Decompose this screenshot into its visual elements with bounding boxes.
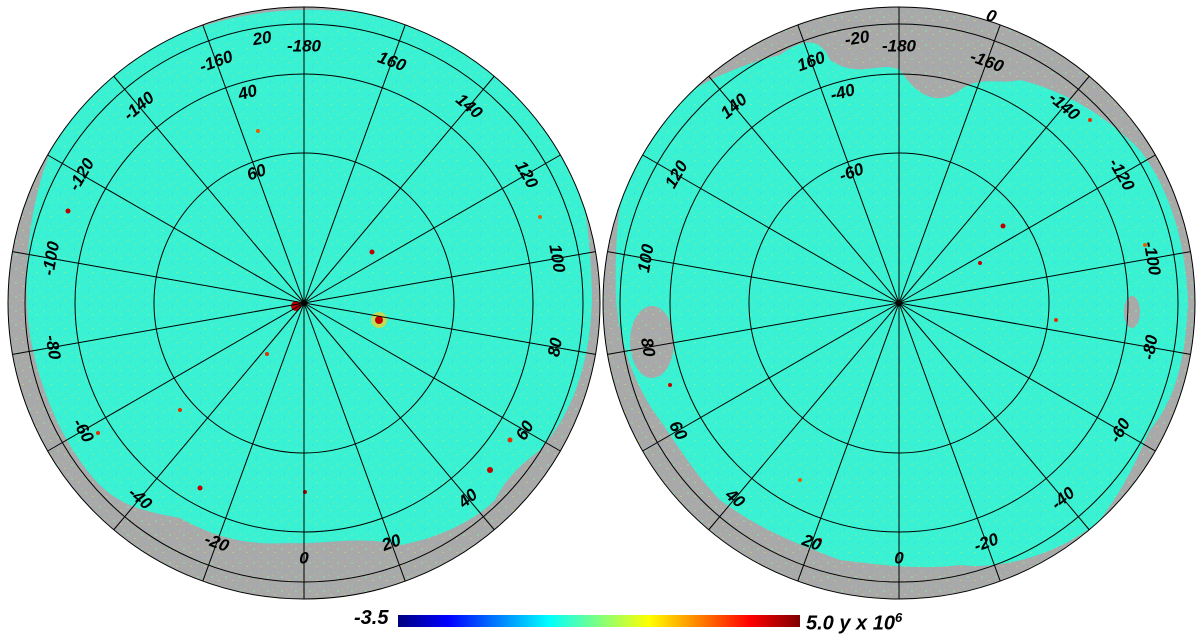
meridian-line bbox=[898, 154, 1156, 304]
meridian-line bbox=[303, 251, 596, 304]
meridian-line bbox=[642, 302, 900, 452]
longitude-label: 80 bbox=[637, 336, 659, 358]
meridian-line bbox=[303, 302, 495, 531]
meridian-line bbox=[303, 302, 561, 452]
colorbar bbox=[398, 615, 800, 627]
meridian-line bbox=[898, 302, 1191, 355]
meridian-line bbox=[898, 302, 1090, 531]
meridian-line bbox=[303, 75, 495, 304]
longitude-label: -80 bbox=[41, 334, 64, 362]
longitude-label: 100 bbox=[545, 243, 569, 275]
longitude-label: -80 bbox=[1139, 333, 1162, 361]
longitude-label: 100 bbox=[634, 242, 658, 274]
meridian-line bbox=[303, 302, 406, 582]
meridian-line bbox=[607, 251, 900, 304]
meridian-line bbox=[12, 251, 305, 304]
colorbar-min-label: -3.5 bbox=[354, 607, 389, 629]
meridian-line bbox=[303, 302, 596, 355]
longitude-label: -180 bbox=[882, 36, 917, 55]
colorbar-max-text: 5.0 y x 10 bbox=[806, 612, 895, 635]
colorbar-max-exponent: 6 bbox=[894, 610, 903, 625]
meridian-line bbox=[607, 302, 900, 355]
right-hemisphere-map: -180-160-140-120-100-80-60-40-2002040608… bbox=[602, 6, 1196, 600]
latitude-label: 20 bbox=[250, 27, 273, 49]
meridian-line bbox=[47, 154, 305, 304]
meridian-line bbox=[47, 302, 305, 452]
latitude-label: 40 bbox=[235, 81, 260, 105]
meridian-line bbox=[202, 302, 305, 582]
meridian-line bbox=[708, 302, 900, 531]
meridian-line bbox=[898, 302, 1156, 452]
meridian-line bbox=[708, 75, 900, 304]
latitude-label: -20 bbox=[843, 27, 871, 50]
meridian-line bbox=[303, 24, 406, 304]
left-meridians bbox=[12, 7, 596, 599]
meridian-line bbox=[113, 75, 305, 304]
right-meridians bbox=[607, 7, 1191, 599]
right-hot-spots bbox=[668, 118, 1147, 542]
longitude-label: 0 bbox=[894, 548, 904, 567]
colorbar-max-label: 5.0 y x 106 bbox=[806, 606, 902, 636]
meridian-line bbox=[12, 302, 305, 355]
meridian-line bbox=[898, 251, 1191, 304]
meridian-line bbox=[113, 302, 305, 531]
meridian-line bbox=[898, 302, 1001, 582]
meridian-line bbox=[797, 302, 900, 582]
meridian-line bbox=[202, 24, 305, 304]
meridian-line bbox=[898, 24, 1001, 304]
meridian-line bbox=[797, 24, 900, 304]
left-hemisphere-map: -180-160-140-120-100-80-60-40-2002040608… bbox=[7, 6, 601, 600]
left-hot-spots bbox=[65, 129, 542, 494]
longitude-label: 80 bbox=[544, 336, 566, 358]
meridian-line bbox=[303, 154, 561, 304]
longitude-label: -180 bbox=[287, 36, 322, 55]
longitude-label: 0 bbox=[299, 548, 309, 567]
meridian-line bbox=[898, 75, 1090, 304]
meridian-line bbox=[642, 154, 900, 304]
